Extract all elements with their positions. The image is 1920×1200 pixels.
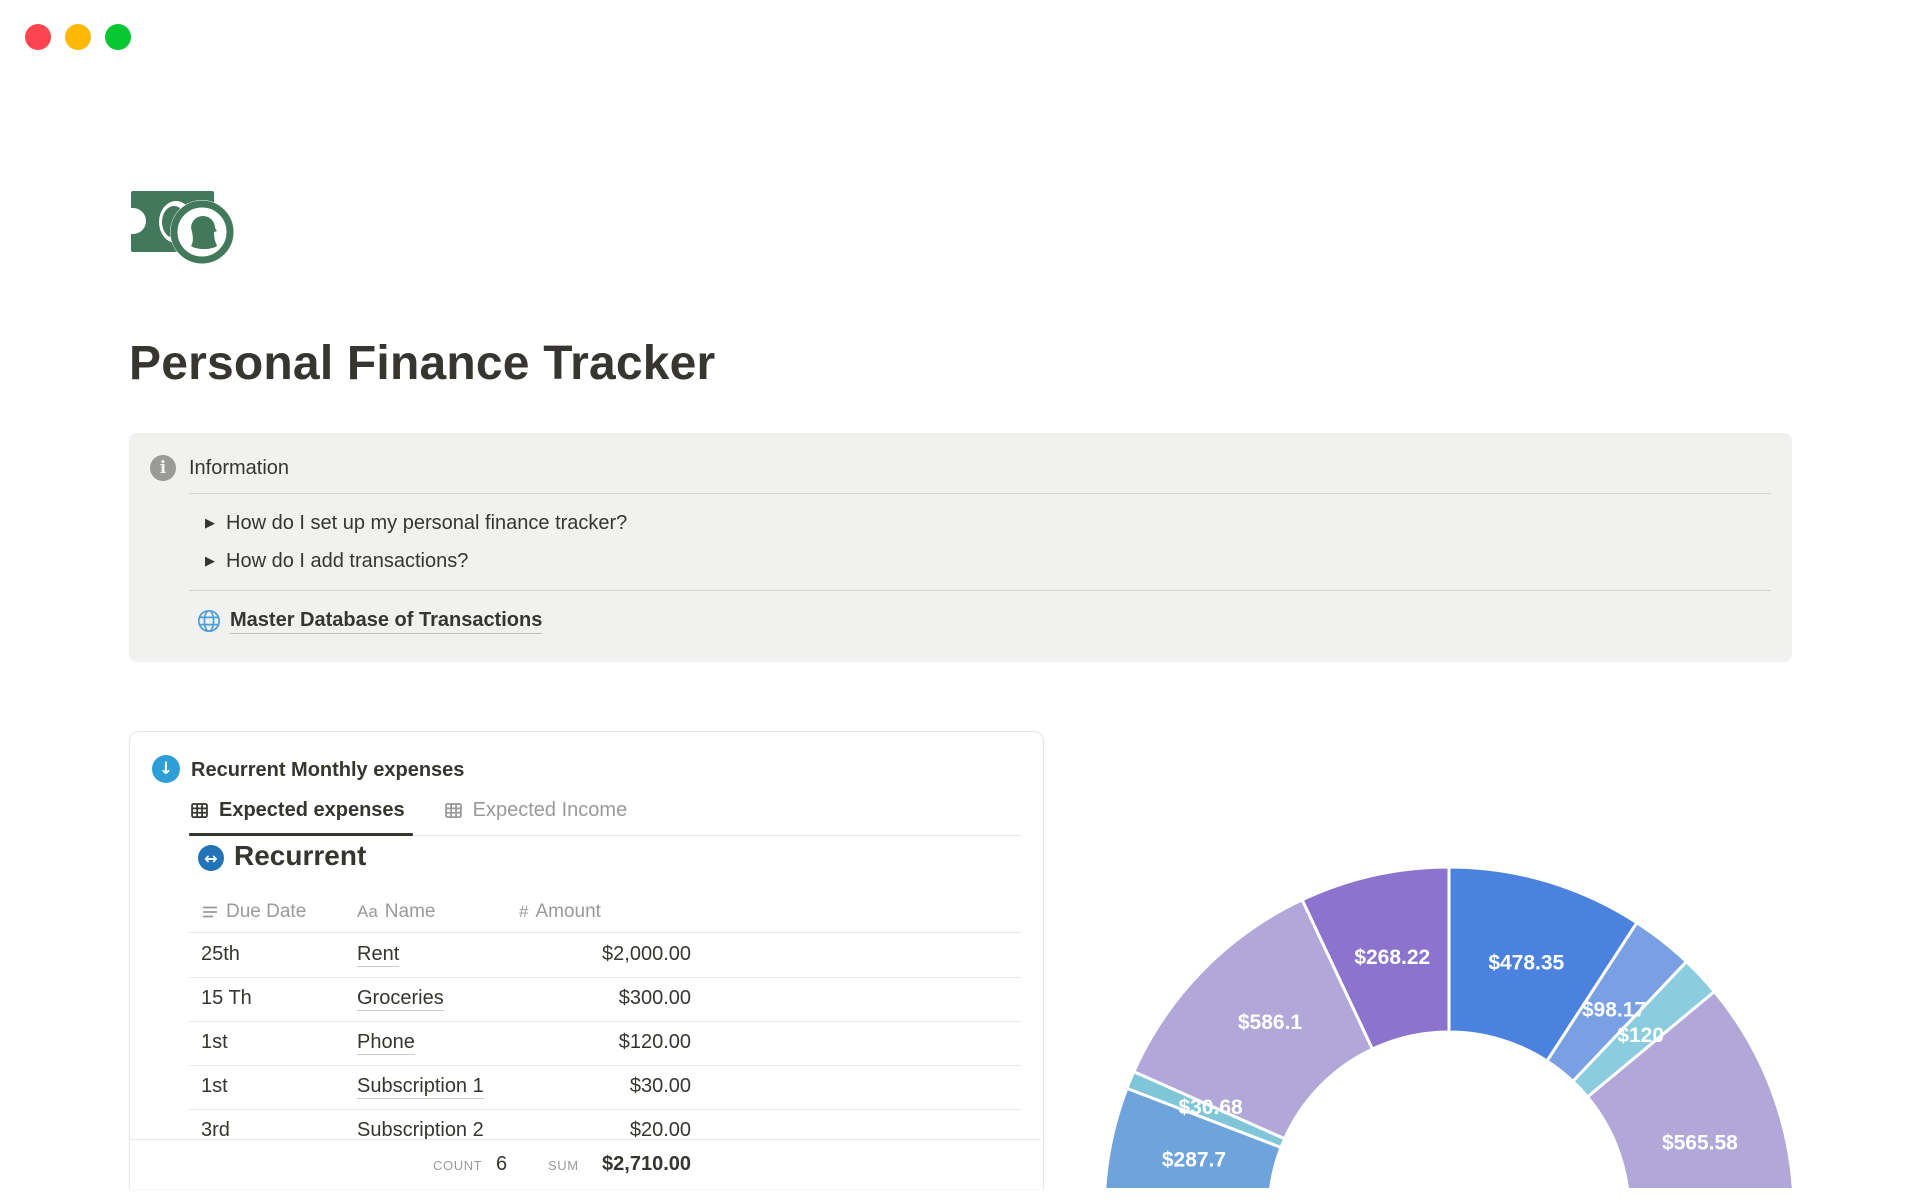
donut-segment-label: $287.7	[1162, 1149, 1226, 1172]
zoom-button[interactable]	[105, 24, 131, 50]
number-icon: #	[519, 902, 529, 921]
table-row[interactable]: 25th Rent $2,000.00	[189, 933, 1021, 978]
table-row[interactable]: 1st Phone $120.00	[189, 1021, 1021, 1066]
tab-expected-income[interactable]: Expected Income	[443, 799, 627, 822]
toggle-item[interactable]: ▶ How do I set up my personal finance tra…	[129, 504, 1729, 542]
due-date-cell[interactable]: 1st	[201, 1031, 228, 1053]
active-tab-underline	[189, 833, 413, 836]
table-row[interactable]: 1st Subscription 1 $30.00	[189, 1065, 1021, 1110]
column-header-name[interactable]: Aa Name	[357, 901, 436, 922]
toggle-item[interactable]: ▶ How do I add transactions?	[129, 542, 1729, 580]
divider	[189, 493, 1771, 494]
divider	[189, 590, 1771, 591]
donut-segment[interactable]	[1132, 898, 1374, 1141]
due-date-cell[interactable]: 3rd	[201, 1119, 230, 1141]
toggle-arrow-icon[interactable]: ▶	[205, 515, 215, 531]
amount-cell[interactable]: $30.00	[629, 1075, 691, 1097]
linked-database-icon: ↔	[198, 845, 224, 871]
text-icon: Aa	[357, 902, 378, 921]
count-value: 6	[496, 1153, 508, 1175]
name-cell[interactable]: Groceries	[357, 987, 444, 1011]
card-title[interactable]: Recurrent Monthly expenses	[191, 759, 465, 781]
database-link-label[interactable]: Master Database of Transactions	[230, 609, 543, 634]
donut-segment[interactable]	[1300, 865, 1451, 1051]
amount-cell[interactable]: $300.00	[618, 987, 691, 1009]
sum-value: $2,710.00	[602, 1153, 691, 1175]
column-header-amount[interactable]: # Amount	[519, 901, 601, 922]
close-button[interactable]	[25, 24, 51, 50]
donut-segment[interactable]	[1103, 1086, 1283, 1188]
callout-title: Information	[189, 457, 290, 479]
toggle-label[interactable]: How do I add transactions?	[226, 549, 469, 572]
page-icon[interactable]	[120, 184, 235, 264]
toggle-label[interactable]: How do I set up my personal finance trac…	[226, 511, 628, 534]
info-callout: i Information ▶ How do I set up my person…	[129, 433, 1792, 662]
list-icon	[203, 906, 217, 918]
count-label[interactable]: COUNT	[433, 1158, 483, 1173]
name-cell[interactable]: Rent	[357, 943, 400, 967]
table-row[interactable]: 15 Th Groceries $300.00	[189, 977, 1021, 1022]
table-header: Due Date Aa Name # Amount	[189, 893, 1021, 933]
name-cell[interactable]: Subscription 1	[357, 1075, 484, 1099]
amount-cell[interactable]: $2,000.00	[602, 943, 691, 965]
money-banknote-coin-icon	[120, 191, 234, 264]
name-cell[interactable]: Phone	[357, 1031, 415, 1055]
expenses-donut-chart: $478.35 $98.17 $120 $565.58 $268.22 $586.1 $30…	[1090, 855, 1810, 1188]
donut-segment[interactable]	[1586, 990, 1795, 1188]
database-link[interactable]: Master Database of Transactions	[196, 608, 543, 634]
section-title: Recurrent	[234, 840, 367, 871]
donut-chart-canvas[interactable]: $478.35 $98.17$120 $565.58 $268.22 $586.1 $30…	[1090, 855, 1810, 1188]
column-header-due-date[interactable]: Due Date	[201, 901, 306, 923]
due-date-cell[interactable]: 15 Th	[201, 987, 252, 1009]
sum-label[interactable]: SUM	[548, 1158, 579, 1173]
globe-icon	[197, 609, 221, 633]
tabs-divider	[189, 835, 1021, 836]
view-tabs: Expected expenses Expected Income	[189, 799, 627, 822]
due-date-cell[interactable]: 1st	[201, 1075, 228, 1097]
toggle-open-icon[interactable]: ↓	[152, 755, 180, 783]
donut-segment-label: $478.35	[1488, 951, 1564, 974]
donut-segment-label: $120	[1617, 1024, 1664, 1047]
donut-segment-label: $586.1	[1238, 1011, 1303, 1034]
donut-segment-label: $565.58	[1662, 1131, 1738, 1154]
table-view-icon	[191, 803, 208, 818]
due-date-cell[interactable]: 25th	[201, 943, 240, 965]
page-title: Personal Finance Tracker	[129, 337, 716, 390]
table-footer: COUNT 6 SUM $2,710.00	[130, 1139, 1041, 1189]
divider	[189, 932, 1021, 933]
table-view-icon	[444, 803, 462, 818]
toggle-arrow-icon[interactable]: ▶	[205, 553, 215, 569]
tab-expected-expenses[interactable]: Expected expenses	[189, 799, 405, 822]
amount-cell[interactable]: $20.00	[629, 1119, 691, 1141]
info-icon: i	[150, 455, 176, 481]
name-cell[interactable]: Subscription 2	[357, 1119, 484, 1143]
donut-segment-label: $30.68	[1178, 1096, 1243, 1119]
recurrent-expenses-card: ↓ Recurrent Monthly expenses Expected ex…	[129, 731, 1044, 1189]
amount-cell[interactable]: $120.00	[618, 1031, 691, 1053]
minimize-button[interactable]	[65, 24, 91, 50]
donut-segment-label: $98.17	[1582, 999, 1646, 1022]
donut-segment-label: $268.22	[1354, 946, 1430, 969]
